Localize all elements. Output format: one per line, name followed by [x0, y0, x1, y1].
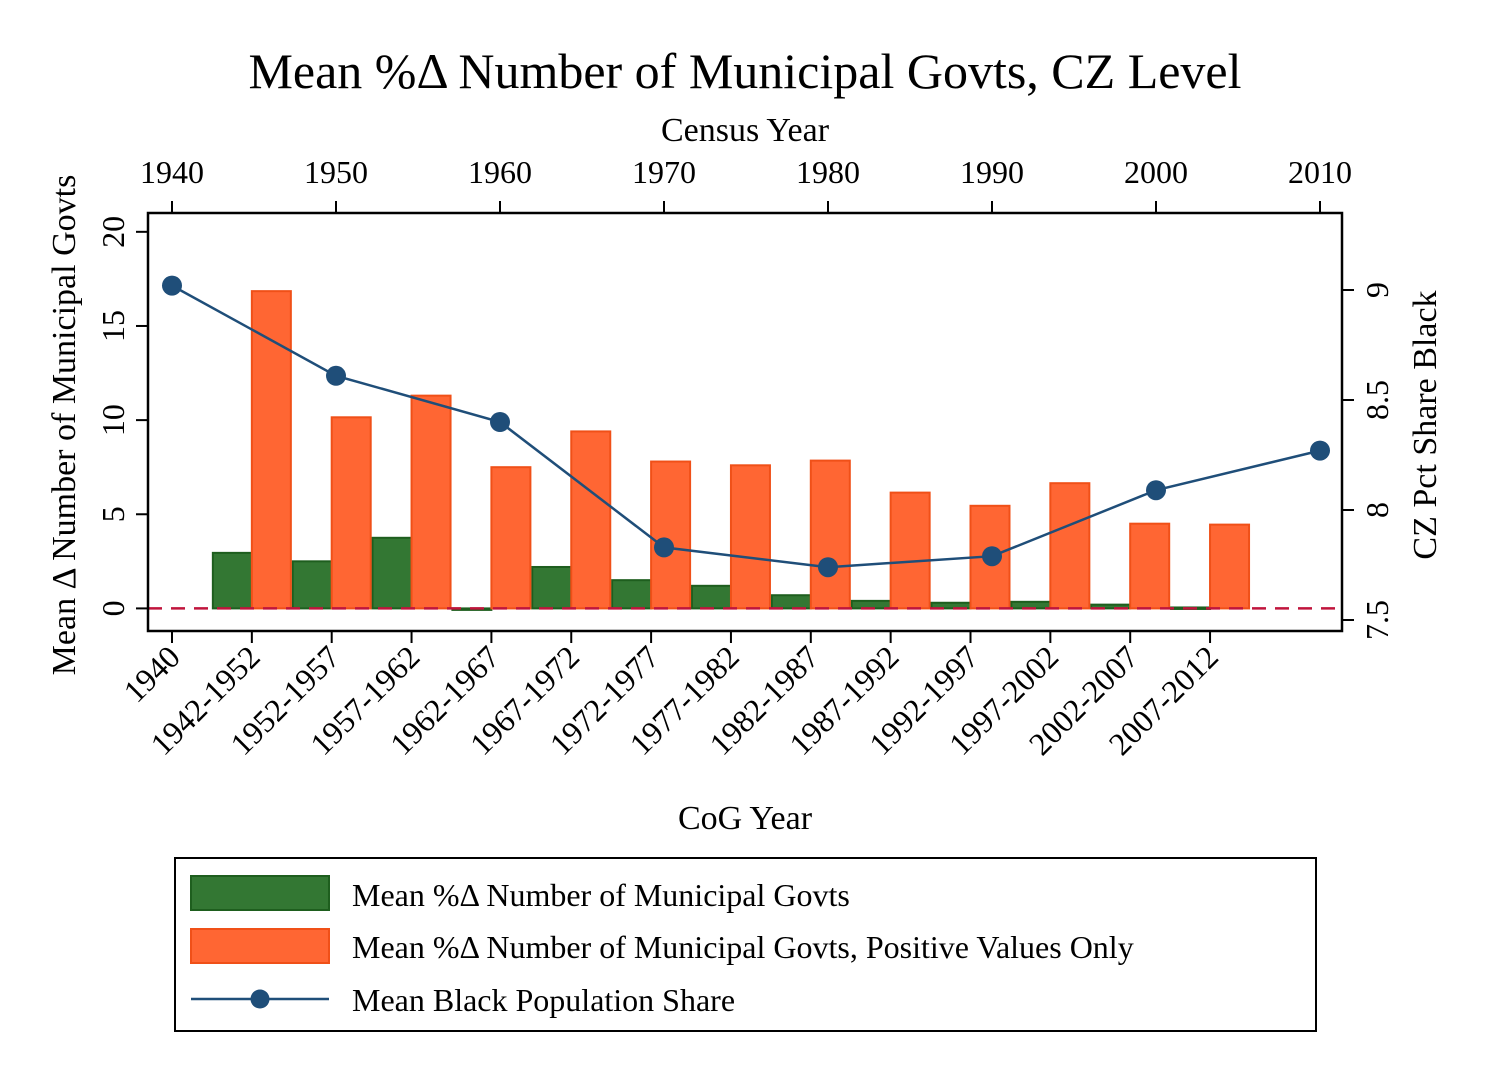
y-tick-label-10: 10: [95, 404, 131, 436]
top-tick-label-1950: 1950: [304, 154, 368, 190]
top-tick-label-1980: 1980: [796, 154, 860, 190]
y-tick-label-0: 0: [95, 600, 131, 616]
top-tick-label-2000: 2000: [1124, 154, 1188, 190]
bar-positive-values-1972-1977: [650, 460, 692, 610]
top-tick-label-1990: 1990: [960, 154, 1024, 190]
bar-positive-values-1962-1967: [490, 466, 532, 610]
black-share-point-1950: [326, 365, 346, 386]
bar-positive-values-1952-1957: [330, 416, 372, 610]
plot-frame: [146, 211, 1344, 633]
bar-municipal-govts-1967-1972: [531, 565, 573, 610]
black-share-point-1990: [982, 546, 1002, 567]
bar-positive-values-2007-2012: [1209, 523, 1251, 610]
black-share-point-1960: [490, 412, 510, 432]
y-tick-label-5: 5: [95, 506, 131, 522]
legend-label-line: Mean Black Population Share: [352, 982, 735, 1018]
legend-swatch-marker: [250, 989, 270, 1009]
top-tick-label-1960: 1960: [468, 154, 532, 190]
y-axis-title: Mean Δ Number of Municipal Govts: [46, 175, 83, 676]
top-tick-label-1970: 1970: [632, 154, 696, 190]
bar-positive-values-1982-1987: [809, 459, 851, 610]
black-share-point-1970: [654, 537, 674, 558]
legend-label-green: Mean %Δ Number of Municipal Govts: [352, 877, 850, 913]
black-share-point-2010: [1310, 440, 1330, 461]
top-tick-label-2010: 2010: [1288, 154, 1352, 190]
y2-axis-title: CZ Pct Share Black: [1407, 290, 1444, 559]
black-share-point-1980: [818, 557, 838, 578]
x-tick-label-1940: 1940: [116, 638, 187, 709]
black-share-point-2000: [1146, 480, 1166, 501]
y2-tick-label-8.5: 8.5: [1359, 380, 1395, 420]
y-tick-label-20: 20: [95, 216, 131, 248]
plot-area: [148, 275, 1342, 611]
bar-positive-values-2002-2007: [1129, 522, 1171, 610]
bar-positive-values-1997-2002: [1049, 482, 1091, 610]
legend-label-orange: Mean %Δ Number of Municipal Govts, Posit…: [352, 929, 1134, 965]
bar-positive-values-1957-1962: [410, 394, 452, 610]
chart-title: Mean %Δ Number of Municipal Govts, CZ Le…: [248, 43, 1241, 99]
legend-swatch-orange: [190, 928, 330, 964]
legend-swatch-green: [190, 875, 330, 911]
x-axis-title: CoG Year: [678, 800, 813, 837]
bar-municipal-govts-1982-1987: [770, 594, 812, 610]
top-axis-title: Census Year: [661, 112, 830, 149]
legend-box: [174, 857, 1317, 1032]
bar-municipal-govts-1957-1962: [371, 536, 413, 610]
top-tick-label-1940: 1940: [140, 154, 204, 190]
legend: Mean %Δ Number of Municipal Govts Mean %…: [174, 857, 1317, 1032]
bar-positive-values-1977-1982: [729, 464, 771, 610]
bar-municipal-govts-1952-1957: [291, 560, 333, 610]
black-share-point-1940: [162, 275, 182, 296]
black-share-line: [171, 284, 1321, 569]
y2-tick-label-8: 8: [1359, 502, 1395, 518]
bar-municipal-govts-1972-1977: [611, 579, 653, 610]
bar-positive-values-1967-1972: [570, 430, 612, 610]
bar-positive-values-1942-1952: [250, 290, 292, 610]
bar-municipal-govts-1977-1982: [690, 584, 732, 610]
y-tick-label-15: 15: [95, 310, 131, 342]
bar-municipal-govts-1942-1952: [211, 551, 253, 610]
y2-tick-label-7.5: 7.5: [1359, 600, 1395, 640]
bar-positive-values-1987-1992: [889, 491, 931, 610]
y2-tick-label-9: 9: [1359, 282, 1395, 298]
